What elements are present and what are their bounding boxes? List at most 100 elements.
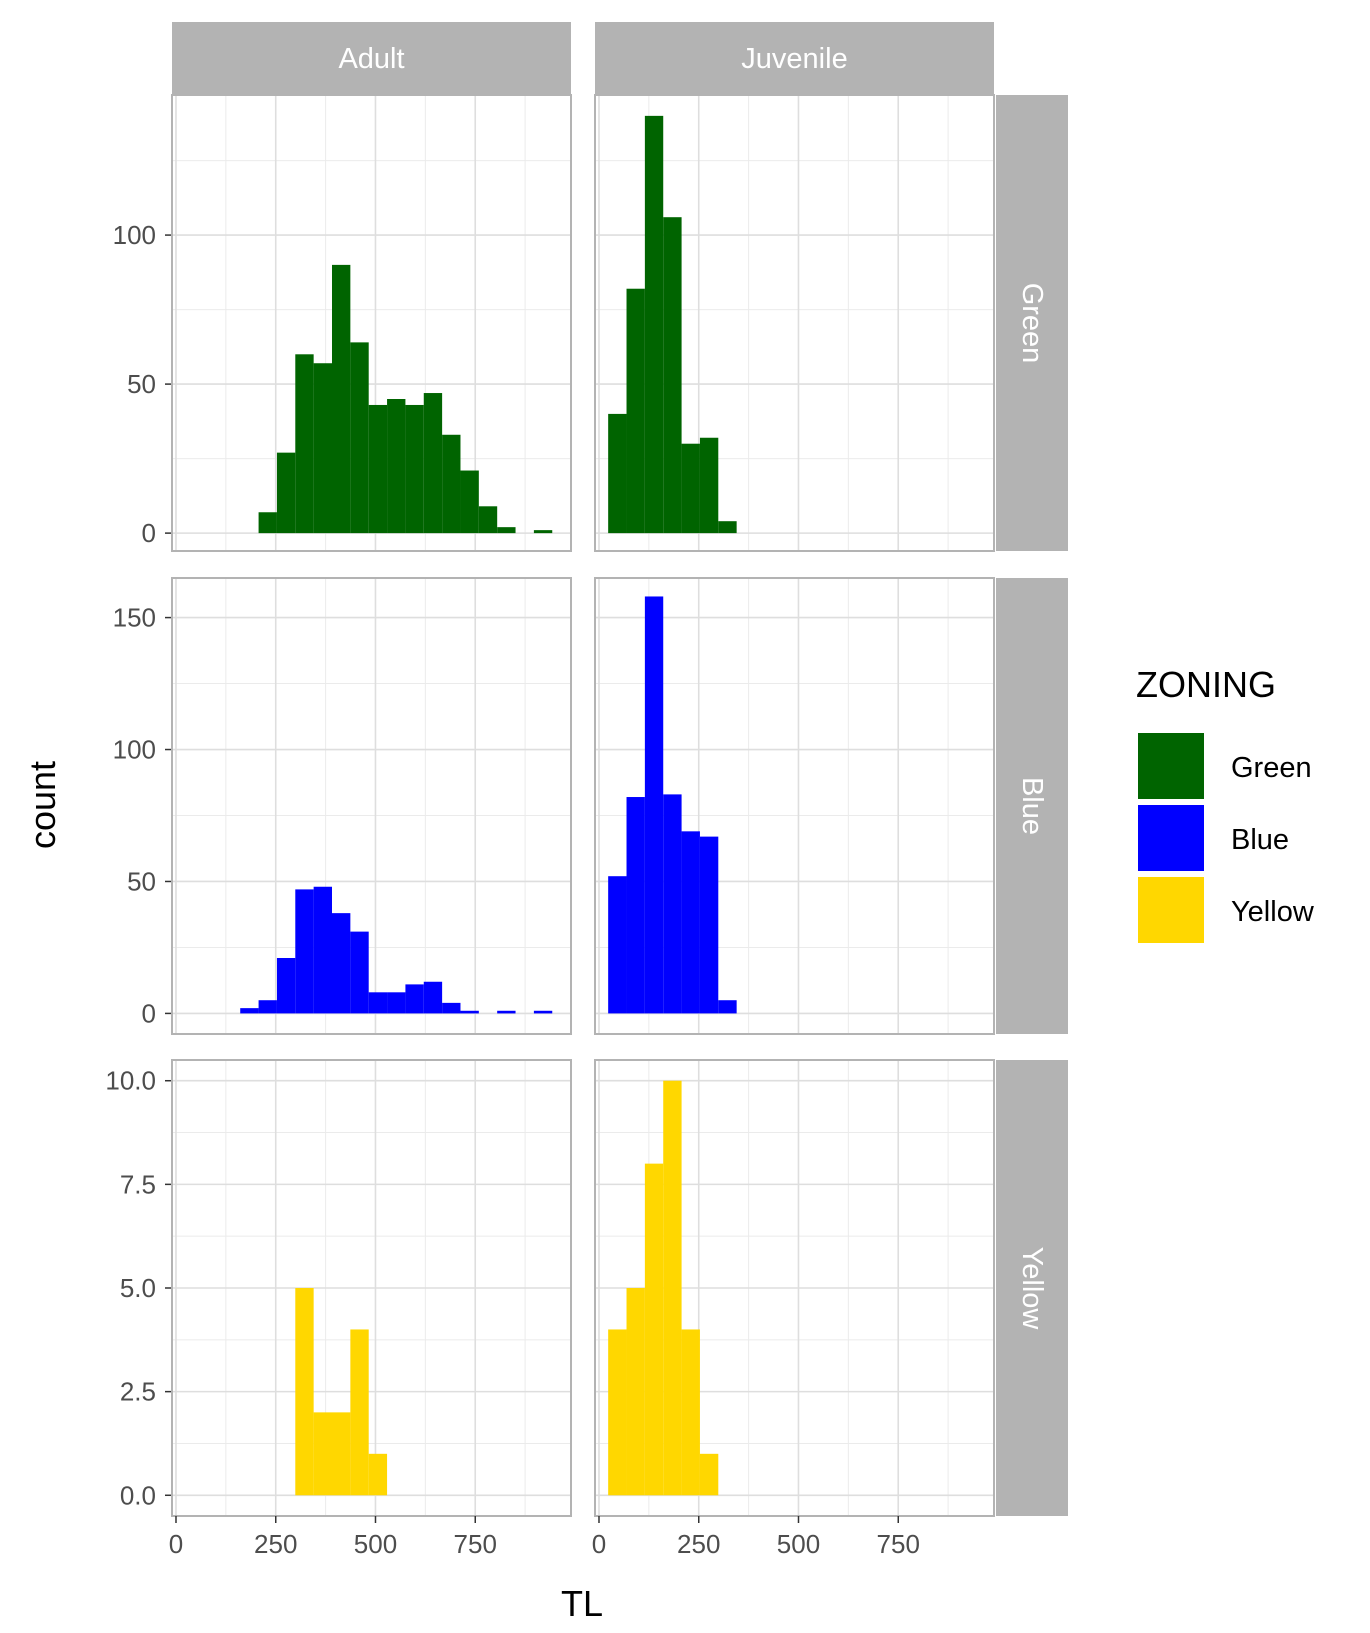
- histogram-bar: [533, 530, 553, 534]
- legend-label-green: Green: [1231, 752, 1312, 784]
- histogram-bar: [295, 889, 314, 1014]
- histogram-bar: [350, 1329, 369, 1496]
- panel-green-juvenile: [594, 94, 995, 552]
- histogram-bar: [718, 1000, 737, 1014]
- panel-yellow-juvenile: 0 250 500 750: [592, 1059, 995, 1559]
- y-tick-label: 100: [113, 220, 156, 250]
- histogram-bar: [533, 1010, 553, 1014]
- panel-border: [594, 94, 995, 552]
- histogram-bar: [460, 1010, 479, 1014]
- panel-blue-adult: [171, 577, 572, 1035]
- panel-border: [171, 577, 572, 1035]
- row-strip-blue: [996, 578, 1068, 1034]
- legend-key-yellow: [1138, 877, 1204, 943]
- y-axis-title: count: [22, 761, 63, 849]
- histogram-bar: [608, 413, 627, 534]
- y-tick-label: 0: [142, 518, 156, 548]
- histogram-bar: [313, 1412, 332, 1496]
- histogram-bar: [350, 342, 369, 534]
- panel-green-adult: [171, 94, 572, 552]
- histogram-bar: [331, 913, 351, 1014]
- histogram-bar: [718, 521, 737, 534]
- histogram-bar: [331, 1412, 351, 1496]
- histogram-bar: [626, 1288, 645, 1496]
- histogram-bar: [387, 992, 406, 1014]
- histogram-bar: [387, 399, 406, 534]
- histogram-bar: [442, 1002, 461, 1014]
- histogram-bar: [663, 1080, 682, 1496]
- histogram-bar: [663, 794, 682, 1014]
- panel-border: [594, 577, 995, 1035]
- histogram-bar: [405, 404, 424, 534]
- column-strip-adult: [172, 22, 571, 94]
- row-strip-green: [996, 95, 1068, 551]
- histogram-bar: [699, 1453, 719, 1496]
- column-strip-label-juvenile: Juvenile: [741, 43, 847, 75]
- column-strip-juvenile: [595, 22, 994, 94]
- histogram-bar: [681, 1329, 700, 1496]
- legend-label-blue: Blue: [1231, 824, 1289, 856]
- histogram-bar: [295, 1288, 314, 1496]
- y-tick-label: 7.5: [120, 1169, 156, 1199]
- row-strip-label-yellow: Yellow: [1016, 1247, 1048, 1331]
- histogram-bar: [313, 363, 332, 534]
- histogram-bar: [405, 984, 424, 1014]
- histogram-bar: [350, 931, 369, 1014]
- y-tick-label: 5.0: [120, 1273, 156, 1303]
- legend-key-blue: [1138, 805, 1204, 871]
- histogram-bar: [368, 992, 388, 1014]
- panels-layer: Adult Juvenile Green 0 50 100 Blue 0 50 100 150 Yel…: [105, 22, 1068, 1559]
- histogram-bar: [460, 470, 479, 534]
- y-tick-label: 0.0: [120, 1480, 156, 1510]
- histogram-bar: [626, 797, 645, 1014]
- x-tick-label: 750: [877, 1529, 920, 1559]
- histogram-bar: [442, 434, 461, 534]
- x-tick-label: 250: [254, 1529, 297, 1559]
- histogram-bar: [368, 1453, 388, 1496]
- y-tick-label: 0: [142, 998, 156, 1028]
- legend-label-yellow: Yellow: [1231, 896, 1315, 928]
- histogram-bar: [258, 512, 277, 534]
- histogram-bar: [276, 452, 296, 534]
- y-tick-label: 10.0: [105, 1066, 156, 1096]
- histogram-bar: [644, 596, 664, 1014]
- x-axis-title: TL: [561, 1583, 603, 1624]
- histogram-bar: [699, 437, 719, 534]
- x-tick-label: 500: [777, 1529, 820, 1559]
- panel-border: [171, 1059, 572, 1517]
- histogram-bar: [497, 1010, 516, 1014]
- panel-border: [594, 1059, 995, 1517]
- x-tick-label: 0: [169, 1529, 183, 1559]
- histogram-bar: [663, 217, 682, 534]
- histogram-bar: [423, 393, 443, 534]
- y-tick-label: 2.5: [120, 1377, 156, 1407]
- y-tick-label: 50: [127, 369, 156, 399]
- row-strip-label-blue: Blue: [1016, 777, 1048, 835]
- histogram-bar: [313, 886, 332, 1014]
- panel-yellow-adult: 0 250 500 750: [169, 1059, 572, 1559]
- legend-title: ZONING: [1136, 664, 1276, 705]
- panel-background: [172, 578, 571, 1034]
- histogram-bar: [644, 115, 664, 534]
- histogram-bar: [258, 1000, 277, 1014]
- histogram-bar: [681, 831, 700, 1014]
- histogram-bar: [608, 1329, 627, 1496]
- histogram-bar: [423, 981, 443, 1014]
- histogram-bar: [608, 876, 627, 1014]
- histogram-bar: [240, 1008, 259, 1014]
- row-strip-yellow: [996, 1060, 1068, 1516]
- legend: ZONING Green Blue Yellow: [1136, 664, 1315, 943]
- histogram-bar: [276, 958, 296, 1014]
- panel-border: [171, 94, 572, 552]
- y-tick-label: 100: [113, 735, 156, 765]
- row-strip-label-green: Green: [1016, 283, 1048, 364]
- panel-blue-juvenile: [594, 577, 995, 1035]
- histogram-bar: [626, 288, 645, 534]
- histogram-bar: [331, 264, 351, 534]
- x-tick-label: 500: [354, 1529, 397, 1559]
- y-tick-label: 50: [127, 866, 156, 896]
- histogram-bar: [644, 1163, 664, 1496]
- column-strip-label-adult: Adult: [338, 43, 404, 75]
- legend-key-green: [1138, 733, 1204, 799]
